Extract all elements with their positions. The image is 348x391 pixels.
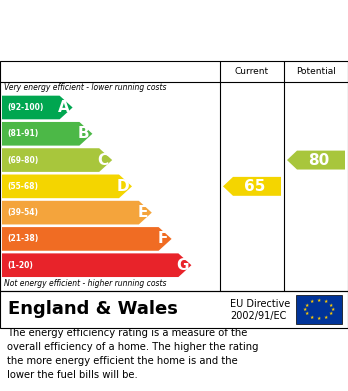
Text: (1-20): (1-20)	[7, 261, 33, 270]
Polygon shape	[2, 174, 132, 198]
Text: ★: ★	[305, 312, 309, 316]
Polygon shape	[2, 227, 172, 251]
Text: 2002/91/EC: 2002/91/EC	[230, 311, 286, 321]
Polygon shape	[287, 151, 345, 170]
Text: E: E	[137, 205, 148, 220]
Text: ★: ★	[305, 303, 309, 308]
Text: ★: ★	[310, 315, 314, 320]
Polygon shape	[2, 96, 73, 119]
Text: B: B	[78, 126, 89, 141]
Text: 65: 65	[244, 179, 266, 194]
Text: (92-100): (92-100)	[7, 103, 44, 112]
Text: Potential: Potential	[296, 67, 336, 76]
Text: Very energy efficient - lower running costs: Very energy efficient - lower running co…	[4, 83, 166, 92]
Polygon shape	[2, 253, 191, 277]
Text: ★: ★	[317, 298, 321, 303]
Text: G: G	[176, 258, 189, 273]
Text: Not energy efficient - higher running costs: Not energy efficient - higher running co…	[4, 279, 166, 288]
Bar	[296, 295, 342, 324]
Text: ★: ★	[324, 299, 328, 304]
Text: ★: ★	[329, 312, 333, 316]
Text: The energy efficiency rating is a measure of the
overall efficiency of a home. T: The energy efficiency rating is a measur…	[7, 328, 259, 380]
Text: D: D	[117, 179, 129, 194]
Polygon shape	[223, 177, 281, 196]
Text: England & Wales: England & Wales	[8, 301, 178, 319]
Text: (81-91): (81-91)	[7, 129, 38, 138]
Text: (55-68): (55-68)	[7, 182, 38, 191]
Text: (69-80): (69-80)	[7, 156, 38, 165]
Text: ★: ★	[331, 307, 335, 312]
Text: F: F	[157, 231, 168, 246]
Text: (39-54): (39-54)	[7, 208, 38, 217]
Text: ★: ★	[324, 315, 328, 320]
Text: ★: ★	[303, 307, 307, 312]
Text: Energy Efficiency Rating: Energy Efficiency Rating	[60, 22, 288, 39]
Text: Current: Current	[235, 67, 269, 76]
Polygon shape	[2, 148, 112, 172]
Text: EU Directive: EU Directive	[230, 299, 290, 309]
Text: A: A	[58, 100, 70, 115]
Text: C: C	[98, 152, 109, 168]
Text: (21-38): (21-38)	[7, 235, 38, 244]
Polygon shape	[2, 122, 93, 145]
Text: 80: 80	[308, 152, 330, 168]
Text: ★: ★	[329, 303, 333, 308]
Text: ★: ★	[310, 299, 314, 304]
Text: ★: ★	[317, 316, 321, 321]
Polygon shape	[2, 201, 152, 224]
